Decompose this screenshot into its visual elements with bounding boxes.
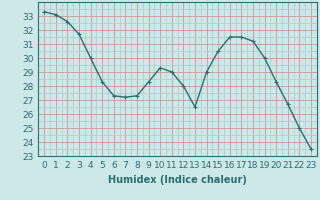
X-axis label: Humidex (Indice chaleur): Humidex (Indice chaleur) [108,175,247,185]
